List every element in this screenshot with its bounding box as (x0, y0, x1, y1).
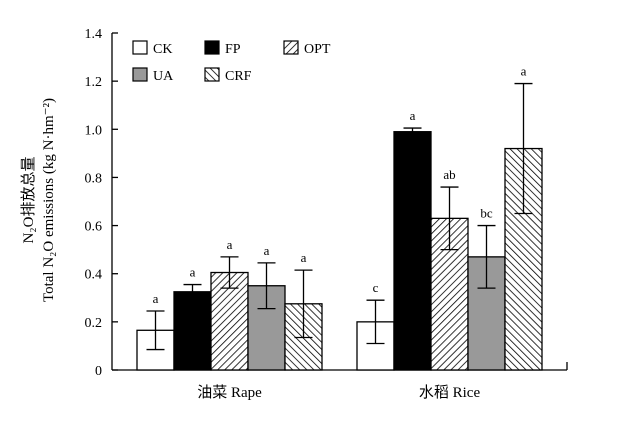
significance-label: a (227, 237, 233, 252)
y-axis-title-line2: Total N₂O emissions (kg N·hm⁻²) (41, 98, 57, 302)
category-label: 水稻 Rice (419, 384, 481, 401)
significance-label: a (190, 265, 196, 280)
y-tick-label: 1.0 (85, 123, 103, 138)
significance-label: a (301, 250, 307, 265)
legend-label-fp: FP (225, 42, 241, 57)
significance-labels: a a a a a c a ab bc a (153, 64, 527, 306)
y-tick-label: 0.4 (85, 268, 103, 283)
y-tick-label: 0.6 (85, 220, 103, 235)
y-tick-label: 0.2 (85, 316, 103, 331)
bar-crf (504, 147, 543, 371)
significance-label: a (153, 291, 159, 306)
legend-label-ck: CK (153, 42, 172, 57)
legend-label-crf: CRF (225, 69, 252, 84)
legend: CK FP OPT UA CRF (132, 40, 331, 84)
y-tick-label: 0 (95, 364, 102, 379)
y-tick-label: 1.2 (85, 75, 103, 90)
category-label: 油菜 Rape (197, 384, 262, 401)
bar-opt (210, 271, 249, 371)
error-bars (146, 82, 533, 351)
significance-label: ab (443, 167, 455, 182)
significance-label: bc (480, 206, 493, 221)
y-tick-label: 0.8 (85, 171, 103, 186)
legend-label-ua: UA (153, 69, 174, 84)
y-tick-label: 1.4 (85, 27, 103, 42)
significance-label: a (264, 243, 270, 258)
legend-swatch-crf (204, 67, 220, 82)
significance-label: a (521, 64, 527, 79)
y-axis-title-line1: N₂O排放总量 (20, 157, 37, 244)
bar-fp (393, 131, 432, 371)
legend-swatch-opt (283, 40, 299, 55)
bars (136, 131, 543, 371)
legend-swatch-fp (204, 40, 220, 55)
axes: 0 0.2 0.4 0.6 0.8 1.0 1.2 1.4 油菜 Rape 水稻 Rice (85, 27, 568, 401)
significance-label: c (373, 280, 379, 295)
legend-swatch-ck (132, 40, 148, 55)
bar-fp (173, 291, 212, 371)
legend-label-opt: OPT (304, 42, 331, 57)
significance-label: a (410, 108, 416, 123)
legend-swatch-ua (132, 67, 148, 82)
